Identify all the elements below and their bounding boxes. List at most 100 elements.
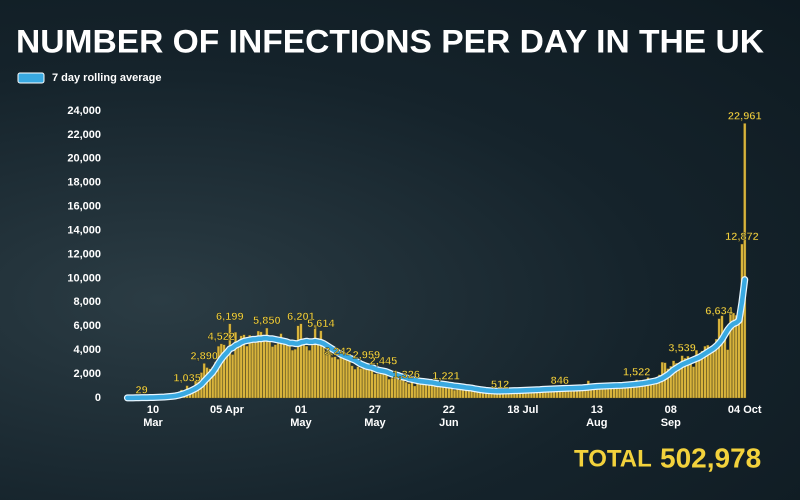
bar [251, 342, 254, 399]
data-label: 2,959 [353, 350, 381, 362]
y-tick-label: 20,000 [67, 153, 101, 165]
bar [356, 366, 360, 399]
data-label: 4,522 [208, 331, 236, 343]
bar [595, 389, 599, 399]
bar [336, 359, 340, 399]
bar [305, 345, 309, 399]
bar [353, 369, 357, 399]
x-tick-label: 10 Mar [143, 404, 163, 429]
bar [379, 373, 383, 399]
y-tick-label: 18,000 [67, 177, 101, 189]
bar [729, 312, 732, 399]
bar [646, 377, 650, 399]
bar [219, 343, 223, 399]
bar [254, 342, 257, 399]
bar [416, 382, 419, 399]
y-tick-label: 14,000 [67, 224, 101, 236]
y-tick-label: 0 [95, 392, 101, 404]
y-tick-label: 6,000 [73, 320, 101, 332]
y-tick-label: 24,000 [67, 105, 101, 117]
bar [615, 387, 619, 399]
bar [282, 339, 286, 399]
bar [319, 330, 323, 399]
bar [714, 338, 718, 399]
bar [401, 379, 405, 399]
bar [743, 123, 747, 399]
x-tick-label: 22 Jun [439, 404, 459, 429]
bar [262, 335, 266, 399]
data-label: 512 [491, 379, 509, 391]
bar [236, 345, 240, 399]
bar [697, 357, 701, 399]
bar [453, 390, 456, 399]
bar [706, 344, 710, 399]
bar [384, 374, 388, 399]
bar [709, 351, 713, 399]
x-tick-label: 01 May [290, 404, 312, 429]
bar [342, 356, 346, 399]
bar [720, 315, 724, 399]
bar [234, 332, 237, 399]
bar [268, 341, 272, 399]
bar [239, 335, 243, 399]
bar [345, 355, 348, 399]
bar [703, 346, 707, 399]
bar [242, 334, 246, 399]
bar [390, 378, 394, 399]
bar [376, 373, 380, 399]
bar [208, 368, 212, 399]
bar [350, 365, 354, 399]
bar [399, 378, 402, 399]
bar [666, 368, 670, 399]
bar [276, 343, 280, 399]
bar [407, 383, 411, 399]
bar [731, 312, 735, 399]
bar [225, 353, 229, 399]
x-tick-label: 05 Apr [210, 404, 244, 416]
bar [228, 323, 232, 399]
data-label: 2,890 [190, 350, 218, 362]
bar [387, 379, 391, 399]
bar [265, 327, 269, 399]
legend: 7 day rolling average [17, 72, 161, 84]
data-label: 3,242 [324, 346, 352, 358]
x-tick-label: 18 Jul [507, 404, 539, 416]
data-label: 1,326 [392, 369, 420, 381]
data-label: 5,850 [253, 315, 281, 327]
bar [373, 373, 377, 399]
bar [285, 344, 289, 399]
bar [359, 368, 363, 399]
y-tick-label: 16,000 [67, 201, 101, 213]
y-tick-label: 10,000 [67, 272, 101, 284]
data-label: 12,872 [725, 231, 759, 243]
bar [700, 350, 704, 399]
bar [694, 350, 698, 399]
y-tick-label: 8,000 [73, 296, 101, 308]
legend-label: 7 day rolling average [52, 72, 161, 84]
bar [686, 356, 690, 399]
total-label: TOTAL [574, 445, 652, 472]
bar [259, 331, 263, 399]
x-tick-label: 04 Oct [727, 404, 762, 416]
data-label: 22,961 [728, 110, 762, 122]
bar [222, 344, 226, 399]
data-label: 846 [551, 375, 569, 387]
bar [271, 346, 274, 399]
bar [680, 355, 684, 399]
bar [737, 314, 741, 399]
bar [427, 385, 431, 399]
bar [683, 358, 687, 399]
chart-title: NUMBER OF INFECTIONS PER DAY IN THE UK [16, 23, 764, 59]
y-tick-label: 22,000 [67, 129, 101, 141]
total-value: 502,978 [660, 442, 761, 473]
x-tick-label: 13 Aug [586, 404, 608, 429]
data-label: 2,445 [370, 356, 398, 368]
bar [296, 325, 300, 399]
y-tick-label: 12,000 [67, 248, 101, 260]
bar [669, 366, 673, 399]
data-label: 5,614 [307, 318, 335, 330]
bar [413, 385, 417, 399]
bar [288, 346, 291, 399]
bar [299, 323, 303, 399]
